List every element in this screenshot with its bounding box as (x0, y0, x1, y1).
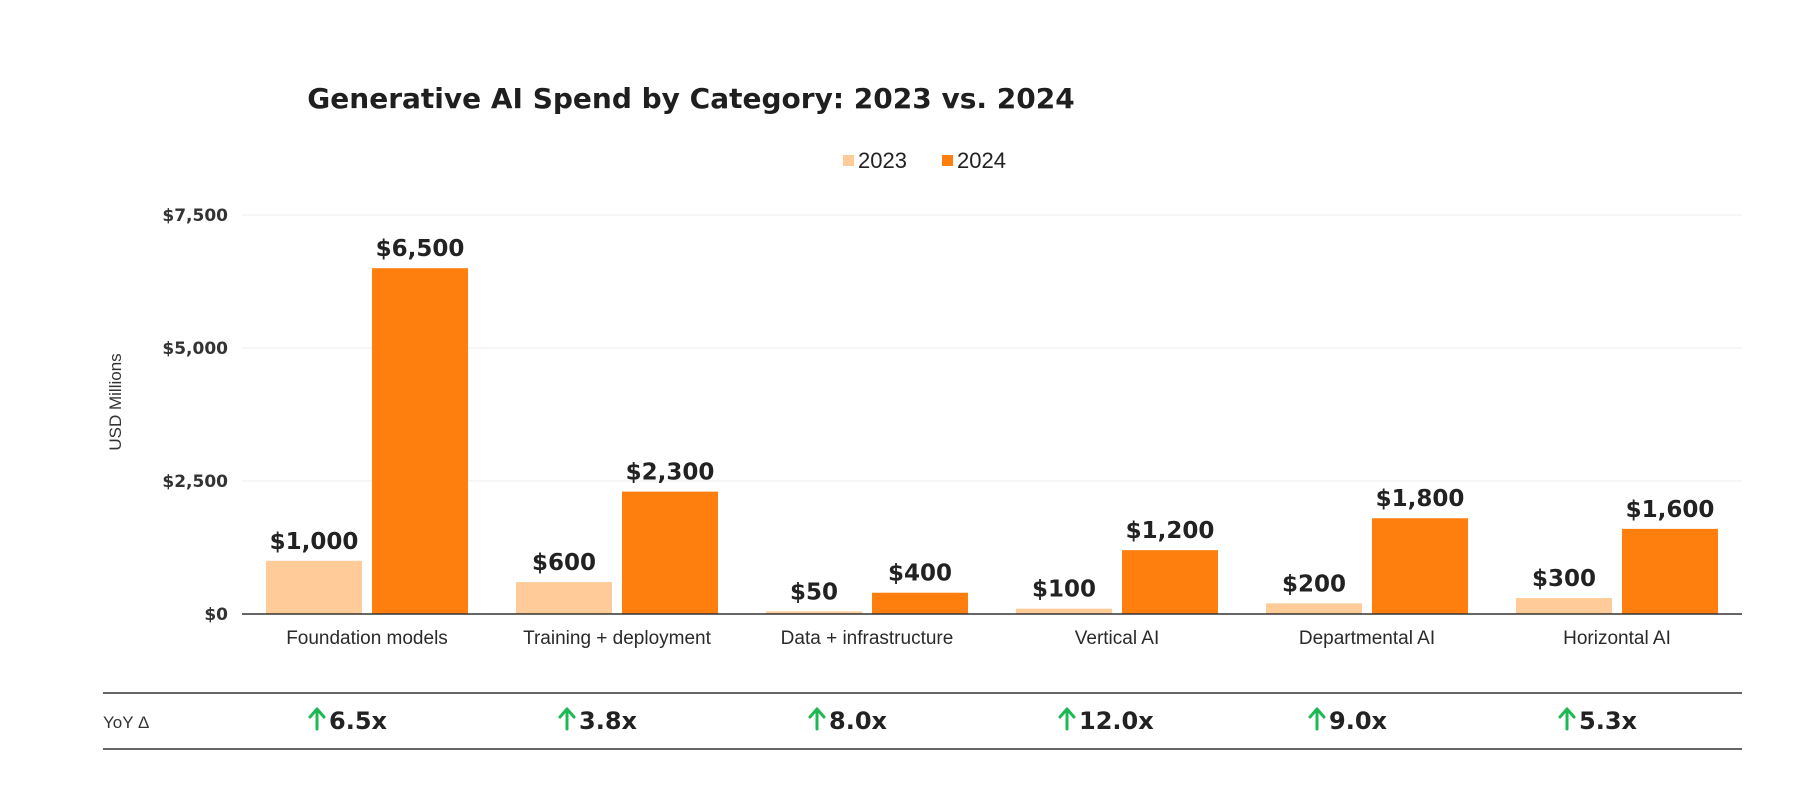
yoy-cell: 3.8x (558, 707, 638, 735)
bar-2024-3 (872, 592, 968, 614)
yoy-cell: 5.3x (1558, 707, 1638, 735)
x-tick-label: Vertical AI (1075, 628, 1160, 649)
x-tick-label: Departmental AI (1299, 628, 1435, 649)
up-arrow-icon (308, 707, 326, 731)
bar-2023-5 (1266, 603, 1362, 614)
data-label-2024-3: $400 (888, 561, 952, 587)
x-tick-label: Horizontal AI (1563, 628, 1671, 649)
data-label-2023-6: $300 (1532, 566, 1596, 592)
grid-lines (242, 214, 1742, 482)
data-label-2023-4: $100 (1032, 577, 1096, 603)
bar-2023-2 (516, 582, 612, 614)
up-arrow-icon (1558, 707, 1576, 731)
y-axis-ticks: $0 $2,500 $5,000 $7,500 (162, 206, 228, 625)
legend-label-2023: 2023 (858, 148, 907, 173)
yoy-value: 12.0x (1079, 707, 1154, 735)
y-tick-label: $5,000 (162, 339, 228, 359)
bar-2024-5 (1372, 518, 1468, 614)
data-label-2024-4: $1,200 (1126, 518, 1215, 544)
data-label-2023-1: $1,000 (270, 529, 359, 555)
x-tick-label: Training + deployment (523, 628, 712, 649)
bars (266, 268, 1718, 614)
bar-2023-1 (266, 560, 362, 614)
bar-2024-6 (1622, 528, 1718, 614)
legend-swatch-2023 (843, 155, 854, 166)
data-label-2023-3: $50 (790, 579, 838, 605)
bar-2023-3 (766, 611, 862, 614)
data-label-2023-5: $200 (1282, 571, 1346, 597)
data-label-2024-1: $6,500 (376, 236, 465, 262)
legend-label-2024: 2024 (957, 148, 1006, 173)
data-label-2024-5: $1,800 (1376, 486, 1465, 512)
y-tick-label: $0 (204, 605, 228, 625)
yoy-cell: 6.5x (308, 707, 388, 735)
yoy-value: 6.5x (329, 707, 388, 735)
yoy-values: 6.5x 3.8x 8.0x 12.0x 9.0x 5.3x (308, 707, 1638, 735)
x-tick-label: Data + infrastructure (781, 628, 954, 649)
y-tick-label: $7,500 (162, 206, 228, 226)
yoy-value: 5.3x (1579, 707, 1638, 735)
yoy-table: YoY Δ 6.5x 3.8x 8.0x 12.0x 9.0x 5.3x (103, 692, 1742, 750)
x-axis-ticks: Foundation models Training + deployment Da… (286, 628, 1671, 649)
up-arrow-icon (1308, 707, 1326, 731)
up-arrow-icon (808, 707, 826, 731)
bar-2024-2 (622, 491, 718, 614)
yoy-value: 3.8x (579, 707, 638, 735)
data-label-2024-6: $1,600 (1626, 497, 1715, 523)
yoy-value: 9.0x (1329, 707, 1388, 735)
legend-swatch-2024 (942, 155, 953, 166)
x-tick-label: Foundation models (286, 628, 448, 649)
legend: 2023 2024 (843, 148, 1006, 173)
y-axis-label: USD Millions (106, 353, 125, 450)
up-arrow-icon (558, 707, 576, 731)
bar-2023-6 (1516, 598, 1612, 614)
chart-title: Generative AI Spend by Category: 2023 vs… (307, 82, 1074, 115)
yoy-cell: 8.0x (808, 707, 888, 735)
up-arrow-icon (1058, 707, 1076, 731)
bar-2023-4 (1016, 608, 1112, 614)
yoy-value: 8.0x (829, 707, 888, 735)
yoy-row-label: YoY Δ (103, 713, 149, 732)
data-label-2024-2: $2,300 (626, 460, 715, 486)
bar-2024-1 (372, 268, 468, 614)
data-labels: $1,000 $6,500 $600 $2,300 $50 $400 $100 $1,200 $… (270, 236, 1715, 605)
yoy-cell: 12.0x (1058, 707, 1154, 735)
y-tick-label: $2,500 (162, 472, 228, 492)
yoy-cell: 9.0x (1308, 707, 1388, 735)
data-label-2023-2: $600 (532, 550, 596, 576)
bar-2024-4 (1122, 550, 1218, 614)
